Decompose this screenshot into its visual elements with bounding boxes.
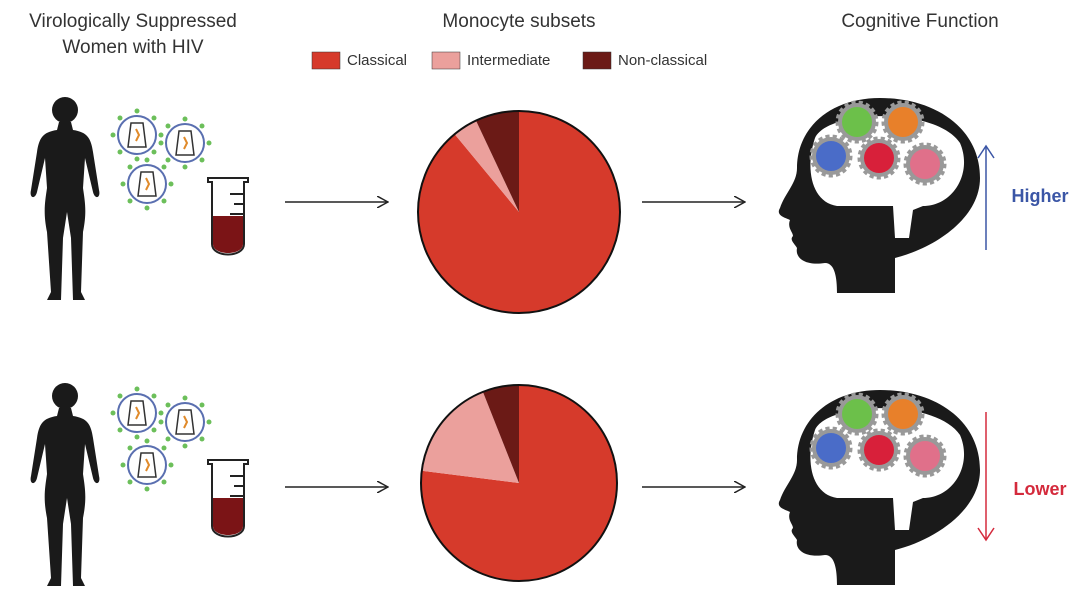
- legend-swatch: [432, 52, 460, 69]
- outcomes: Higher Lower: [978, 146, 1069, 540]
- outcome-label: Higher: [1011, 186, 1068, 206]
- header: Women with HIV: [62, 37, 203, 58]
- header: Virologically Suppressed: [29, 11, 237, 32]
- legend-label: Non-classical: [618, 52, 707, 69]
- header: Monocyte subsets: [442, 11, 595, 32]
- page: {"headers": {"participants": ["Virologic…: [0, 0, 1077, 594]
- legend-label: Classical: [347, 52, 407, 69]
- legend-label: Intermediate: [467, 52, 550, 69]
- legend-swatch: [583, 52, 611, 69]
- legend: Classical Intermediate Non-classical: [312, 52, 707, 69]
- header: Cognitive Function: [841, 11, 998, 32]
- pies: [418, 111, 620, 581]
- graphical-abstract: Virologically Suppressed Women with HIV …: [0, 0, 1077, 594]
- outcome-label: Lower: [1013, 479, 1066, 499]
- legend-swatch: [312, 52, 340, 69]
